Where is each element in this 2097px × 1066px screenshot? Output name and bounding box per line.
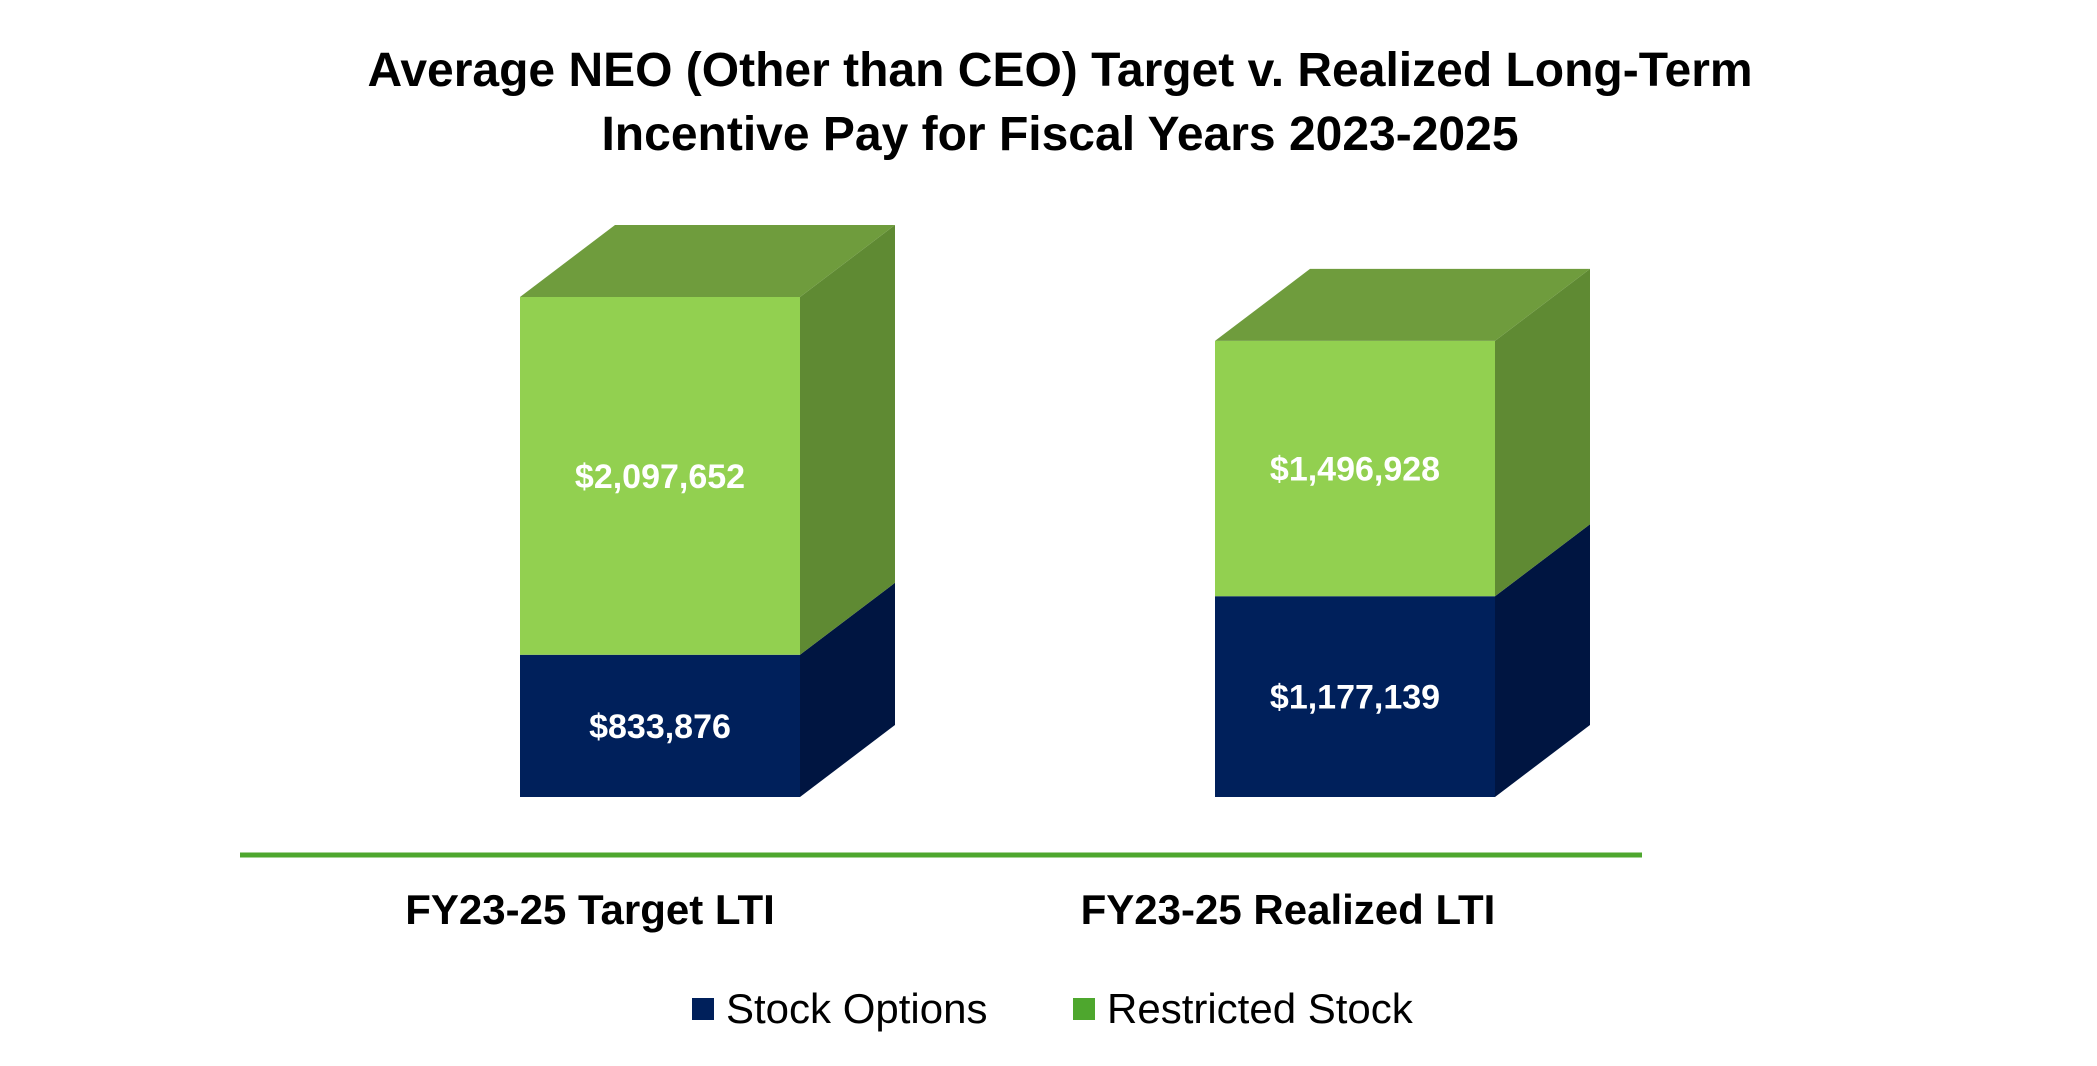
bar-top-restricted-stock-realized: [1215, 268, 1590, 341]
bar-restricted-stock-realized: [1215, 340, 1495, 597]
bar-side-restricted-stock-target: [800, 225, 895, 655]
bar-side-stock-options-realized: [1495, 524, 1590, 797]
chart-title-line-2: Incentive Pay for Fiscal Years 2023-2025: [601, 108, 1518, 161]
legend-label-restricted-stock: Restricted Stock: [1107, 985, 1414, 1032]
legend: Stock Options Restricted Stock: [692, 985, 1414, 1032]
legend-swatch-stock-options: [692, 998, 714, 1020]
bar-stock-options-realized: [1215, 596, 1495, 797]
chart-title: Average NEO (Other than CEO) Target v. R…: [367, 44, 1752, 161]
category-labels: FY23-25 Target LTI FY23-25 Realized LTI: [405, 886, 1495, 933]
legend-swatch-restricted-stock: [1073, 998, 1095, 1020]
bar-side-restricted-stock-realized: [1495, 268, 1590, 597]
bar-stacks: $833,876 $2,097,652 $1,177,139 $1,496,928: [520, 225, 1590, 797]
value-label-restricted-stock-target: $2,097,652: [575, 458, 745, 496]
legend-label-stock-options: Stock Options: [726, 985, 987, 1032]
bar-restricted-stock-target: [520, 297, 800, 655]
bar-top-restricted-stock-target: [520, 225, 895, 297]
chart-title-line-1: Average NEO (Other than CEO) Target v. R…: [367, 44, 1752, 97]
category-label-target: FY23-25 Target LTI: [405, 886, 775, 933]
category-label-realized: FY23-25 Realized LTI: [1081, 886, 1496, 933]
value-label-stock-options-target: $833,876: [589, 708, 731, 746]
value-label-restricted-stock-realized: $1,496,928: [1270, 451, 1440, 489]
bar-stock-options-target: [520, 654, 800, 797]
bar-side-stock-options-target: [800, 582, 895, 797]
value-label-stock-options-realized: $1,177,139: [1270, 679, 1440, 717]
